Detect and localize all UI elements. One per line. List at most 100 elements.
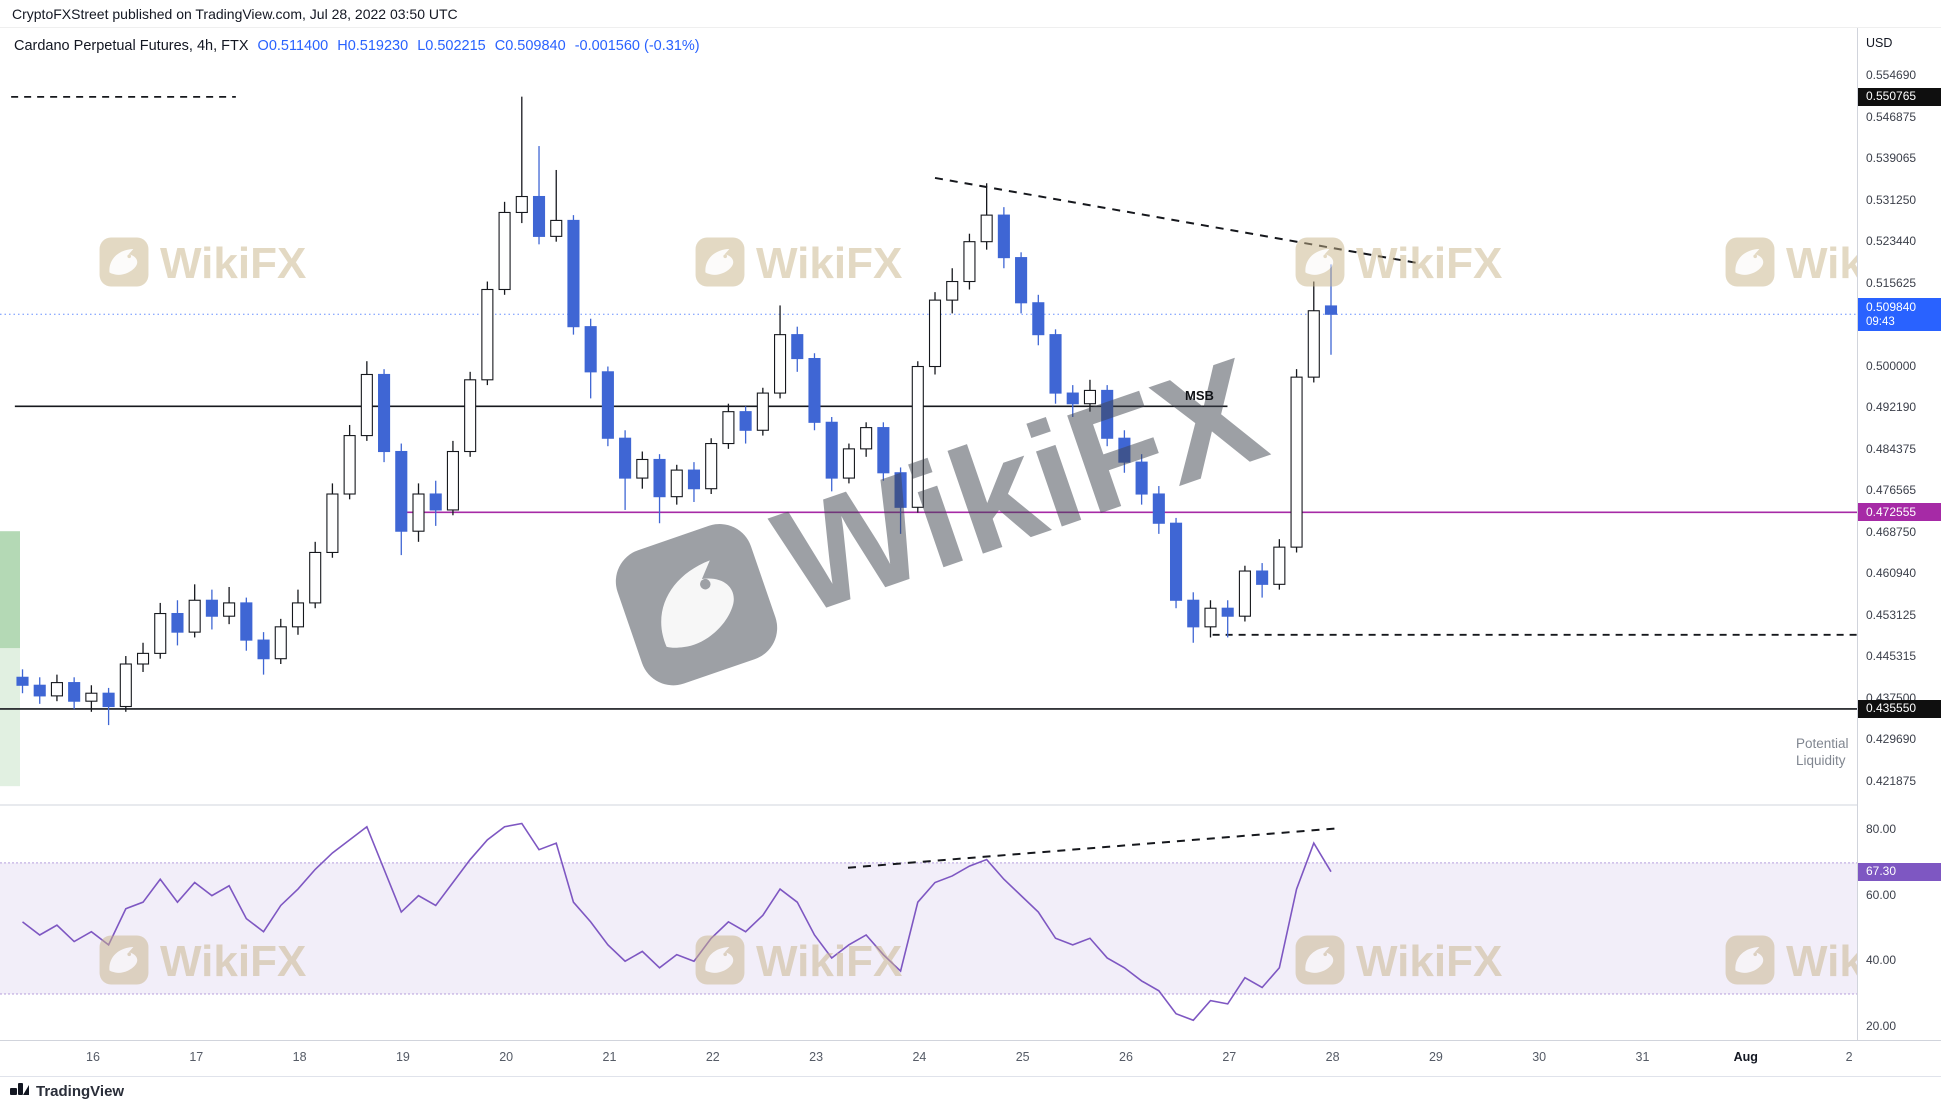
price-axis[interactable]: USD 0.554690 0.546875 0.539065 0.531250 0.52… (1857, 0, 1941, 1040)
price-tick-label: 0.546875 (1866, 109, 1917, 124)
candle-body (33, 684, 46, 697)
price-badge: 0.509840 09:43 (1858, 298, 1941, 332)
rsi-ascending-trendline[interactable] (847, 827, 1338, 869)
time-axis-label: 30 (1532, 1050, 1547, 1064)
ohlc-close: C0.509840 (494, 38, 566, 54)
rsi-value-badge: 67.30 (1858, 862, 1941, 881)
wikifx-watermark-text: WikiFX (756, 239, 902, 288)
symbol-legend[interactable]: Cardano Perpetual Futures, 4h, FTX O0.51… (14, 38, 700, 54)
candle-body (1101, 389, 1114, 439)
candle-body (946, 280, 959, 301)
candle-body (1083, 389, 1097, 405)
rsi-line[interactable] (22, 822, 1332, 1022)
time-axis-label: Aug (1733, 1050, 1758, 1064)
wikifx-eagle-icon (1725, 935, 1775, 985)
candle-body (16, 676, 29, 686)
candle-body (1187, 599, 1200, 628)
price-tick-label: 0.453125 (1866, 607, 1917, 622)
publish-header: CryptoFXStreet published on TradingView.… (0, 0, 1941, 28)
candle-body (877, 427, 890, 474)
wikifx-eagle-icon (1295, 237, 1345, 287)
price-tick-label: 0.554690 (1866, 67, 1917, 82)
candle-body (550, 219, 563, 237)
ohlc-low: L0.502215 (417, 38, 486, 54)
price-tick-label: 0.523440 (1866, 233, 1917, 248)
wikifx-watermark-text: WikiFX (757, 325, 1283, 646)
rsi-tick-label: 40.00 (1866, 953, 1897, 968)
wikifx-watermark: WikiFX (1725, 237, 1857, 288)
time-axis-label: 28 (1325, 1050, 1340, 1064)
rsi-tick-label: 60.00 (1866, 887, 1897, 902)
chart-canvas[interactable]: WikiFX WikiFX WikiFX WikiFX WikiFX WikiFX Wiki… (0, 0, 1857, 1040)
time-axis-label: 26 (1119, 1050, 1133, 1064)
price-tick-label: 0.539065 (1866, 150, 1917, 165)
wikifx-eagle-icon (99, 237, 149, 287)
tradingview-logo-icon[interactable] (10, 1082, 29, 1100)
candle-body (257, 639, 270, 660)
candle-body (1238, 570, 1251, 617)
candle-body (171, 612, 184, 633)
candle-body (188, 599, 201, 633)
price-tick-label: 0.468750 (1866, 524, 1917, 539)
wikifx-eagle-icon (695, 237, 745, 287)
candle-body (515, 195, 528, 214)
candle-body (756, 392, 769, 431)
wikifx-watermark-text: WikiFX (1786, 239, 1857, 288)
tradingview-brand[interactable]: TradingView (36, 1082, 125, 1100)
candle-body (464, 379, 477, 453)
footer: TradingView (0, 1076, 1941, 1105)
time-axis-label: 27 (1222, 1050, 1237, 1064)
candle-body (446, 450, 459, 511)
candle-body (50, 682, 63, 697)
wikifx-watermark: WikiFX (99, 935, 306, 986)
candle-body (636, 458, 649, 479)
candle-body (1273, 546, 1286, 585)
candle-body (791, 334, 804, 360)
time-axis-label: 22 (705, 1050, 720, 1064)
time-axis-label: 20 (499, 1050, 514, 1064)
wikifx-watermark: WikiFX (1295, 935, 1502, 986)
candle-body (498, 211, 511, 291)
candle-body (395, 450, 408, 532)
candle-body (860, 427, 873, 450)
symbol-title[interactable]: Cardano Perpetual Futures, 4h, FTX (14, 38, 249, 54)
candle-body (68, 682, 81, 702)
price-tick-label: 0.476565 (1866, 483, 1917, 497)
candle-body (842, 448, 855, 479)
price-tick-label: 0.515625 (1866, 275, 1917, 290)
rsi-tick-label: 20.00 (1866, 1018, 1897, 1033)
time-axis-label: 21 (602, 1050, 617, 1064)
time-axis-label: 25 (1015, 1050, 1030, 1064)
price-tick-label: 0.460940 (1866, 566, 1917, 581)
candle-body (412, 493, 425, 532)
candle-body (980, 214, 993, 243)
wikifx-watermark: WikiFX (1725, 935, 1857, 986)
candle-body (705, 442, 718, 490)
time-axis-label: 24 (912, 1050, 927, 1064)
candle-body (481, 288, 494, 381)
candle-body (326, 493, 339, 553)
time-axis-label: 2 (1845, 1050, 1853, 1064)
price-tick-label: 0.500000 (1866, 358, 1917, 373)
candles-group[interactable] (16, 96, 1338, 726)
candle-body (343, 435, 356, 495)
candle-body (1169, 522, 1183, 601)
wikifx-watermark-text: WikiFX (1786, 937, 1857, 986)
price-axis-currency: USD (1866, 36, 1893, 50)
price-badge: 0.435550 (1858, 699, 1941, 718)
candle-body (1290, 376, 1303, 548)
time-axis[interactable]: 16 17 18 19 20 21 22 23 24 25 26 27 28 29 30 31 Aug 2 (0, 1040, 1941, 1076)
price-tick-label: 0.429690 (1866, 732, 1917, 747)
candle-body (601, 371, 614, 439)
wikifx-watermark-text: WikiFX (160, 239, 306, 288)
wikifx-watermark: WikiFX (99, 237, 306, 288)
candle-body (687, 469, 701, 490)
candle-body (223, 602, 236, 617)
candle-body (1032, 302, 1045, 336)
candle-body (653, 458, 666, 498)
candle-body (240, 602, 253, 641)
candle-body (1135, 461, 1148, 495)
wikifx-watermark-text: WikiFX (160, 937, 306, 986)
price-tick-label: 0.531250 (1866, 192, 1917, 207)
time-axis-label: 16 (86, 1050, 100, 1064)
